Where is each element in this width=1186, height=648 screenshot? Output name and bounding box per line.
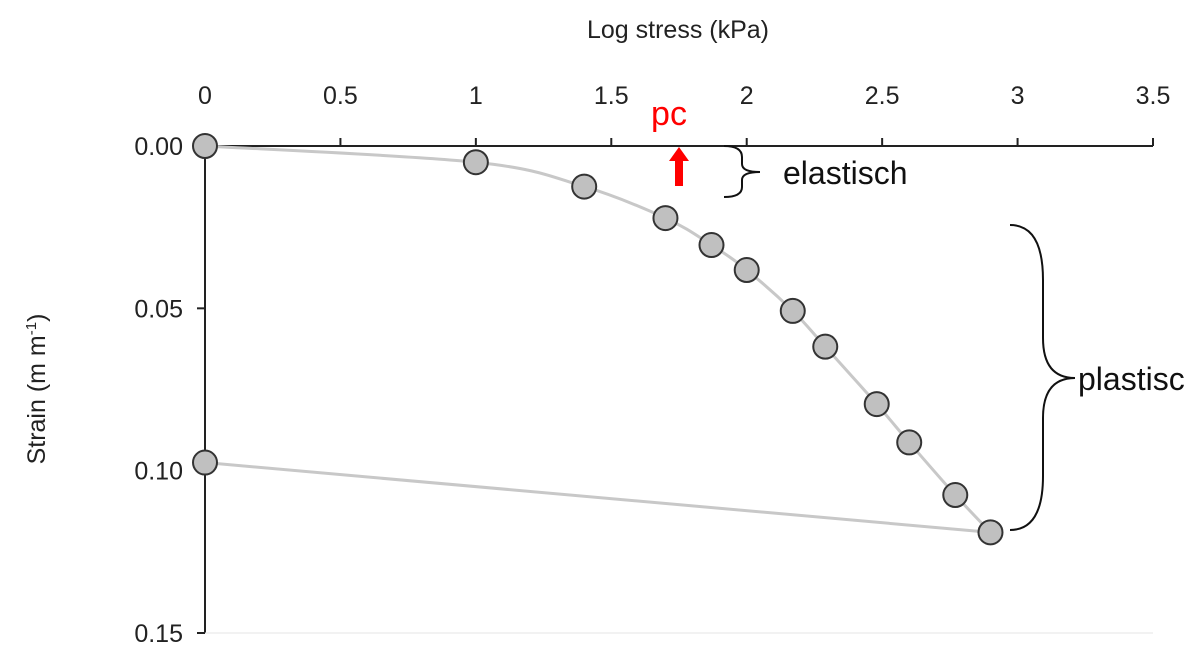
x-tick-label: 3 [1011,82,1025,110]
tick-labels: 0 0.5 1 1.5 2 2.5 3 3.5 0.00 0.05 0.10 0.15 [134,82,1170,648]
data-point [863,391,890,418]
y-tick-label: 0.10 [134,458,183,486]
pc-label: pc [651,95,687,133]
elastic-label: elastisch [783,155,908,191]
y-axis-title: Strain (m m-1) [23,314,51,465]
x-axis-title: Log stress (kPa) [587,16,769,44]
pc-arrow-icon [669,147,689,186]
series-lines [204,144,992,534]
data-point [977,519,1004,546]
y-tick-label: 0.05 [134,295,183,323]
elastic-annotation: elastisch [723,145,908,198]
data-point [571,173,598,200]
x-tick-label: 3.5 [1136,82,1171,110]
elastic-brace [723,145,761,198]
pc-annotation: pc [651,95,689,186]
y-axis-title-superscript: -1 [23,322,40,335]
y-tick-label: 0.00 [134,133,183,161]
plastic-brace [1009,224,1076,531]
unloading-line [204,461,991,534]
data-point [192,449,218,476]
data-points [192,133,1004,546]
data-point [462,149,489,176]
data-point [812,333,839,360]
data-point [896,429,923,456]
data-point [942,482,969,509]
data-point [192,133,218,159]
x-tick-label: 1 [469,82,483,110]
x-tick-label: 2 [740,82,754,110]
x-tick-label: 1.5 [594,82,629,110]
data-point [652,205,679,232]
x-tick-label: 0 [198,82,212,110]
plastic-annotation: plastisch [1009,224,1186,531]
y-axis-title-main: Strain (m m [23,335,51,464]
x-tick-label: 0.5 [323,82,358,110]
data-point [733,257,760,284]
plastic-label: plastisch [1078,361,1186,397]
y-axis-title-end: ) [23,314,51,322]
data-point [779,297,806,324]
y-tick-label: 0.15 [134,620,183,648]
data-point [698,232,725,259]
x-tick-label: 2.5 [865,82,900,110]
